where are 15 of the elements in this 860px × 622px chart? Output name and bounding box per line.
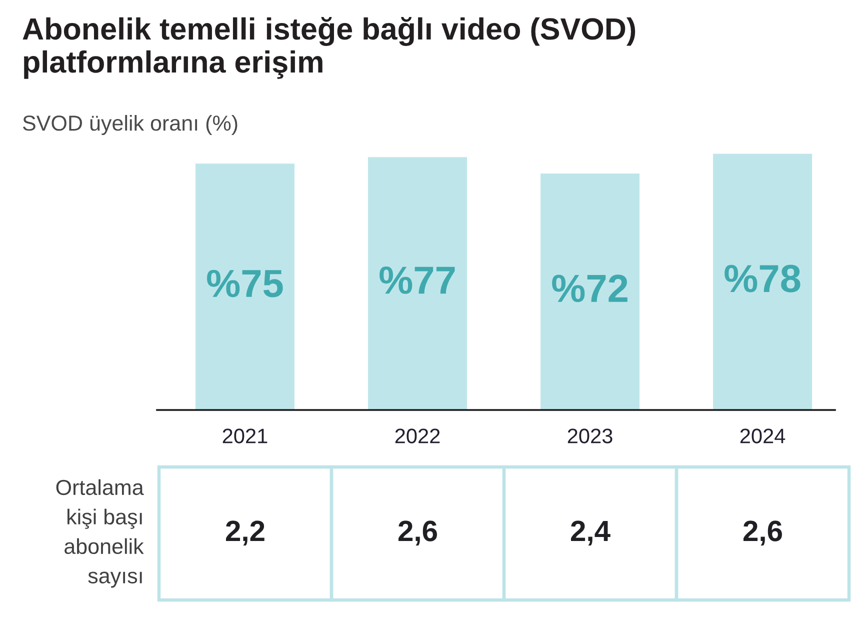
chart-title: Abonelik temelli isteğe bağlı video (SVOD) platformlarına erişim bbox=[22, 17, 636, 79]
x-tick-label: 2024 bbox=[740, 428, 786, 444]
text: Ortalama kişi başı abonelik sayısı bbox=[56, 479, 144, 588]
data-label: 2,4 bbox=[570, 520, 610, 546]
data-label: %72 bbox=[552, 274, 628, 302]
data-label: 2,2 bbox=[226, 520, 264, 546]
chart-subtitle: SVOD üyelik oranı (%) bbox=[22, 114, 238, 136]
data-label: %75 bbox=[207, 270, 283, 298]
x-tick-label: 2022 bbox=[395, 428, 440, 444]
x-tick-label: 2023 bbox=[568, 428, 612, 444]
data-label: 2,6 bbox=[398, 520, 437, 546]
data-label: 2,6 bbox=[743, 520, 782, 546]
data-label: %77 bbox=[380, 266, 455, 294]
x-tick-label: 2021 bbox=[222, 428, 268, 444]
data-label: %78 bbox=[724, 264, 800, 292]
